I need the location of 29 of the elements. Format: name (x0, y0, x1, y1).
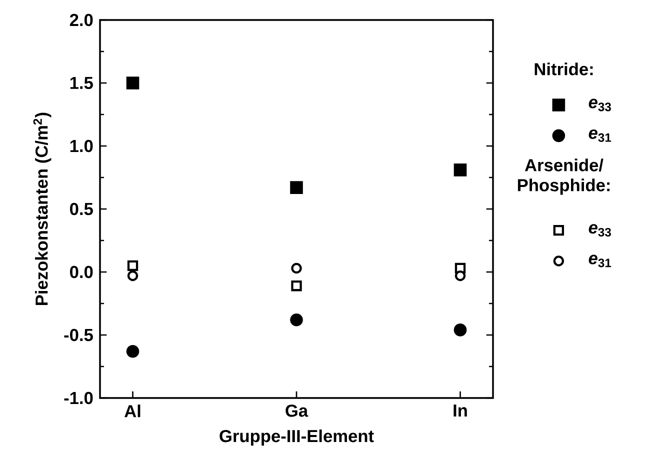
x-axis-title: Gruppe-III-Element (220, 429, 374, 446)
y-tick-label: -1.0 (64, 392, 93, 404)
y-axis-title: Piezokonstanten (C/m$^{2}$) (33, 112, 52, 305)
point (290, 181, 303, 194)
y-tick-label: 0.0 (70, 266, 93, 278)
point (454, 164, 467, 176)
y-tick-label: 2.0 (70, 14, 93, 26)
y-tick-label: -0.5 (64, 328, 93, 342)
point (126, 76, 140, 90)
legend-label: e$_{33}$ (588, 98, 611, 112)
point (290, 313, 303, 326)
point (127, 270, 138, 282)
y-tick-label: 1.0 (70, 140, 93, 152)
legend-label: e$_{31}$ (588, 254, 612, 268)
point (126, 344, 140, 358)
legend-label: e$_{33}$ (588, 224, 611, 237)
x-tick-label: Al (124, 404, 140, 418)
point (291, 280, 302, 292)
point (454, 270, 466, 282)
point (454, 324, 467, 336)
x-tick-label: Ga (286, 404, 308, 417)
legend-label: e$_{31}$ (588, 129, 612, 142)
text: Arsenide/ Phosphide: (518, 158, 610, 195)
legend-title: Nitride: (534, 62, 593, 76)
x-tick-label: In (454, 404, 467, 417)
y-tick-label: 0.5 (70, 202, 93, 216)
point (127, 260, 138, 272)
point (291, 262, 302, 274)
y-tick-label: 1.5 (70, 76, 93, 90)
